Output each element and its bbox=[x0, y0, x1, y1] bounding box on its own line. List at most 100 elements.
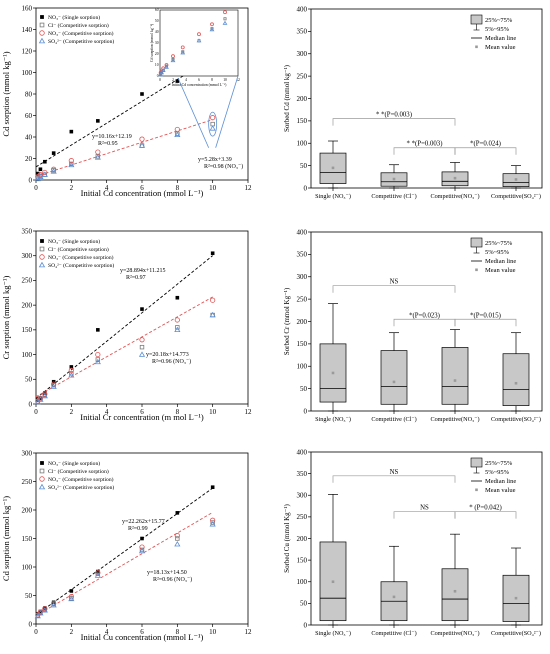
mean-marker bbox=[331, 166, 335, 170]
legend-whisker-label: 5%~95% bbox=[485, 26, 510, 33]
comparison-bracket bbox=[393, 511, 456, 519]
mean-marker bbox=[514, 178, 518, 181]
data-point-s1 bbox=[175, 79, 180, 83]
comparison-bracket bbox=[454, 318, 517, 327]
y-tick-label: 50 bbox=[25, 376, 33, 384]
data-point-s3 bbox=[37, 172, 44, 178]
legend-label: Cl⁻ (Competitive sorption) bbox=[48, 246, 109, 253]
data-point-s4 bbox=[50, 383, 57, 389]
data-point-s3 bbox=[174, 126, 180, 133]
data-point-s4 bbox=[94, 154, 101, 160]
y-tick-label: 300 bbox=[22, 252, 33, 260]
data-point-s4 bbox=[41, 607, 48, 613]
mean-marker bbox=[453, 589, 457, 593]
inset-point-s2 bbox=[171, 54, 175, 59]
data-point-s1 bbox=[35, 171, 40, 176]
legend-median-label: Median line bbox=[485, 478, 516, 485]
inset-y-tick: 40 bbox=[155, 30, 159, 34]
y-tick-label: 100 bbox=[22, 563, 33, 571]
box-iqr bbox=[441, 347, 469, 405]
y-tick-label: 0 bbox=[29, 176, 33, 184]
x-tick-label: 6 bbox=[140, 408, 144, 416]
fit-r2: R²=0.96 (NO₃⁻) bbox=[153, 576, 192, 583]
mean-marker bbox=[392, 595, 396, 599]
data-point-s4 bbox=[34, 612, 41, 619]
data-point-s4 bbox=[68, 595, 75, 602]
comparison-label: * *(P=0.003) bbox=[407, 141, 443, 148]
x-tick-label: 10 bbox=[209, 628, 217, 636]
x-category-label: Competitive(NO₃⁻) bbox=[430, 193, 479, 200]
y-tick-label: 200 bbox=[297, 318, 308, 326]
legend-label: NO₃⁻ (Competitive sorption) bbox=[48, 476, 114, 483]
y-axis-label: Cr sorption (mmol kg⁻¹) bbox=[1, 275, 11, 359]
comparison-label: * (P=0.042) bbox=[469, 505, 502, 512]
x-tick-label: 10 bbox=[209, 184, 217, 192]
inset-point-s3 bbox=[159, 70, 165, 75]
data-point-s3 bbox=[51, 166, 57, 172]
y-tick-label: 350 bbox=[297, 470, 308, 478]
data-point-s4 bbox=[138, 351, 146, 357]
legend-marker bbox=[38, 37, 46, 44]
legend-marker bbox=[38, 483, 46, 490]
y-tick-label: 300 bbox=[297, 492, 308, 500]
x-category-label: Competitive (Cl⁻) bbox=[371, 193, 416, 200]
mean-marker bbox=[514, 596, 518, 600]
legend-mean-label: Mean value bbox=[485, 487, 516, 494]
data-point-s2 bbox=[210, 520, 215, 525]
x-category-label: Single (NO₃⁻) bbox=[315, 630, 351, 637]
fit-line-1 bbox=[35, 487, 213, 616]
legend-label: Cl⁻ (Competitive sorption) bbox=[48, 468, 109, 475]
y-tick-label: 350 bbox=[297, 28, 308, 36]
data-point-s4 bbox=[209, 311, 216, 318]
x-tick-label: 2 bbox=[70, 628, 74, 636]
x-category-label: Competitive (Cl⁻) bbox=[371, 416, 416, 423]
mean-marker bbox=[453, 176, 457, 180]
data-point-s4 bbox=[37, 173, 44, 179]
legend-mean-label: Mean value bbox=[485, 267, 516, 274]
y-tick-label: 20 bbox=[25, 155, 33, 163]
comparison-label: *(P=0.015) bbox=[470, 312, 501, 319]
x-tick-label: 12 bbox=[245, 184, 253, 192]
data-point-s2 bbox=[95, 357, 101, 362]
legend-marker bbox=[39, 476, 45, 482]
inset-y-label: Cd sorption (mmol kg⁻¹) bbox=[150, 23, 154, 62]
data-point-s1 bbox=[210, 485, 215, 489]
inset-connector bbox=[177, 77, 210, 148]
mean-marker bbox=[453, 379, 457, 382]
inset-x-tick: 0 bbox=[159, 78, 161, 82]
comparison-bracket bbox=[332, 118, 456, 126]
y-tick-label: 150 bbox=[297, 340, 308, 348]
fit-line-2 bbox=[35, 512, 213, 617]
data-point-s3 bbox=[51, 381, 57, 387]
data-point-s4 bbox=[174, 540, 181, 547]
inset-x-label: Initial Cd concentration (mmol L⁻¹) bbox=[172, 83, 228, 87]
y-tick-label: 140 bbox=[22, 26, 33, 34]
data-point-s3 bbox=[95, 149, 101, 155]
legend-mean-swatch bbox=[475, 488, 478, 492]
legend-label: NO₃⁻ (Single sorption) bbox=[48, 14, 100, 21]
scatter-panel-3: 0 2 4 6 8 10 12 0 50 100 150 200 250 300 Initial Cu co… bbox=[1, 449, 252, 642]
highlight-ellipse bbox=[208, 111, 218, 137]
legend-mean-swatch bbox=[475, 268, 478, 272]
x-axis-label: Initial Cd concentration (mmol L⁻¹) bbox=[81, 188, 204, 198]
inset-point-s2 bbox=[164, 63, 169, 67]
y-tick-label: 250 bbox=[297, 295, 308, 303]
y-tick-label: 0 bbox=[29, 620, 33, 628]
data-point-s1 bbox=[175, 511, 180, 515]
data-point-s1 bbox=[96, 569, 100, 574]
legend-label: NO₃⁻ (Competitive sorption) bbox=[48, 30, 114, 37]
mean-marker bbox=[392, 177, 396, 181]
data-point-s1 bbox=[69, 129, 74, 134]
y-axis-label: Cd sorption (mmol kg⁻¹) bbox=[1, 496, 11, 581]
mean-marker bbox=[392, 380, 396, 384]
data-point-s1 bbox=[140, 307, 144, 311]
x-tick-label: 12 bbox=[245, 628, 253, 636]
data-point-s2 bbox=[175, 325, 180, 330]
legend-median-label: Median line bbox=[485, 35, 516, 42]
x-category-label: Competitive(NO₃⁻) bbox=[430, 630, 479, 637]
x-axis-label: Initial Cu concentration (mmol L⁻¹) bbox=[81, 632, 204, 642]
data-point-s1 bbox=[43, 159, 47, 164]
x-category-label: Competitive(SO₄²⁻) bbox=[491, 416, 541, 423]
